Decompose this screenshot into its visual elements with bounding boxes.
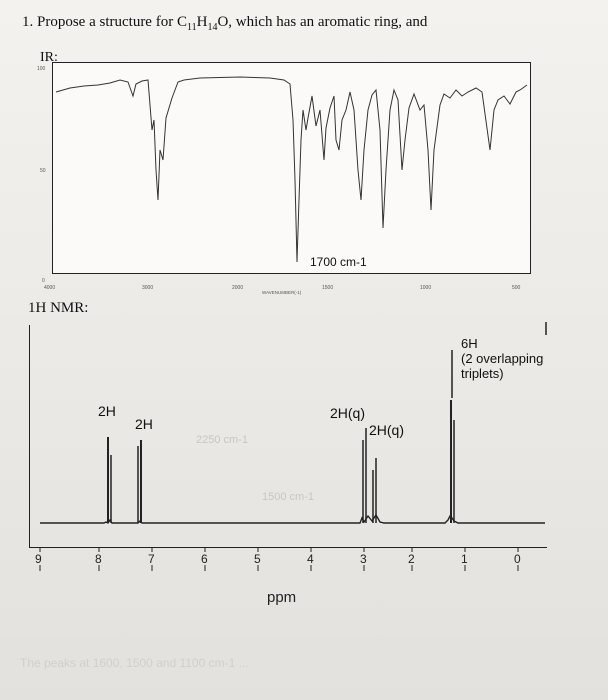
nmr-baseline — [40, 513, 545, 524]
nmr-spectrum-frame — [29, 325, 547, 548]
nmr-x-axis-ticks — [39, 547, 519, 571]
nmr-x-tick-4: 4 — [307, 552, 314, 566]
nmr-x-tick-7: 7 — [148, 552, 155, 566]
ir-x-tick-2000: 2000 — [232, 285, 243, 291]
ir-trace — [55, 76, 528, 263]
nmr-peak-label-2h-a: 2H — [98, 403, 116, 419]
nmr-label: 1H NMR: — [28, 300, 89, 316]
nmr-peak-label-6h: 6H (2 overlapping triplets) — [461, 336, 544, 381]
nmr-x-tick-5: 5 — [254, 552, 261, 566]
nmr-x-tick-3: 3 — [360, 552, 367, 566]
carbon-subscript: 11 — [186, 22, 197, 33]
nmr-x-tick-9: 9 — [35, 552, 42, 566]
nmr-peak-label-2hq-a: 2H(q) — [330, 405, 365, 421]
hydrogen-symbol: H — [196, 14, 208, 30]
ir-y-tick-0: 0 — [42, 278, 45, 284]
nmr-x-tick-2: 2 — [408, 552, 415, 566]
nmr-x-axis-label: ppm — [267, 589, 296, 606]
hydrogen-subscript: 14 — [207, 22, 218, 33]
ir-x-tick-500: 500 — [512, 285, 521, 291]
nmr-x-tick-1: 1 — [461, 552, 468, 566]
ir-y-tick-50: 50 — [40, 168, 46, 174]
ir-label: IR: — [40, 50, 58, 65]
nmr-x-tick-8: 8 — [95, 552, 102, 566]
ir-x-tick-1500: 1500 — [322, 285, 333, 291]
nmr-peak-label-2h-b: 2H — [135, 416, 153, 432]
nmr-x-tick-0: 0 — [514, 552, 521, 566]
faint-note-2250: 2250 cm-1 — [196, 434, 248, 446]
ir-carbonyl-annotation: 1700 cm-1 — [310, 255, 367, 269]
ir-x-tick-1000: 1000 — [420, 285, 431, 291]
question-suffix: O, which has an aromatic ring, and — [217, 14, 428, 30]
ir-x-tick-3000: 3000 — [142, 285, 153, 291]
nmr-peak-label-2hq-b: 2H(q) — [369, 422, 404, 438]
question-text: 1. Propose a structure for C11H14O, whic… — [22, 14, 427, 33]
nmr-x-tick-6: 6 — [201, 552, 208, 566]
question-prefix: 1. Propose a structure for C — [22, 14, 187, 30]
faint-footer-text: The peaks at 1600, 1500 and 1100 cm-1 ..… — [20, 656, 249, 670]
ir-x-tick-4000: 4000 — [44, 285, 55, 291]
faint-note-1500: 1500 cm-1 — [262, 491, 314, 503]
ir-x-axis-label: WAVENUMBER(-1) — [262, 290, 302, 295]
ir-y-tick-100: 100 — [37, 66, 46, 72]
